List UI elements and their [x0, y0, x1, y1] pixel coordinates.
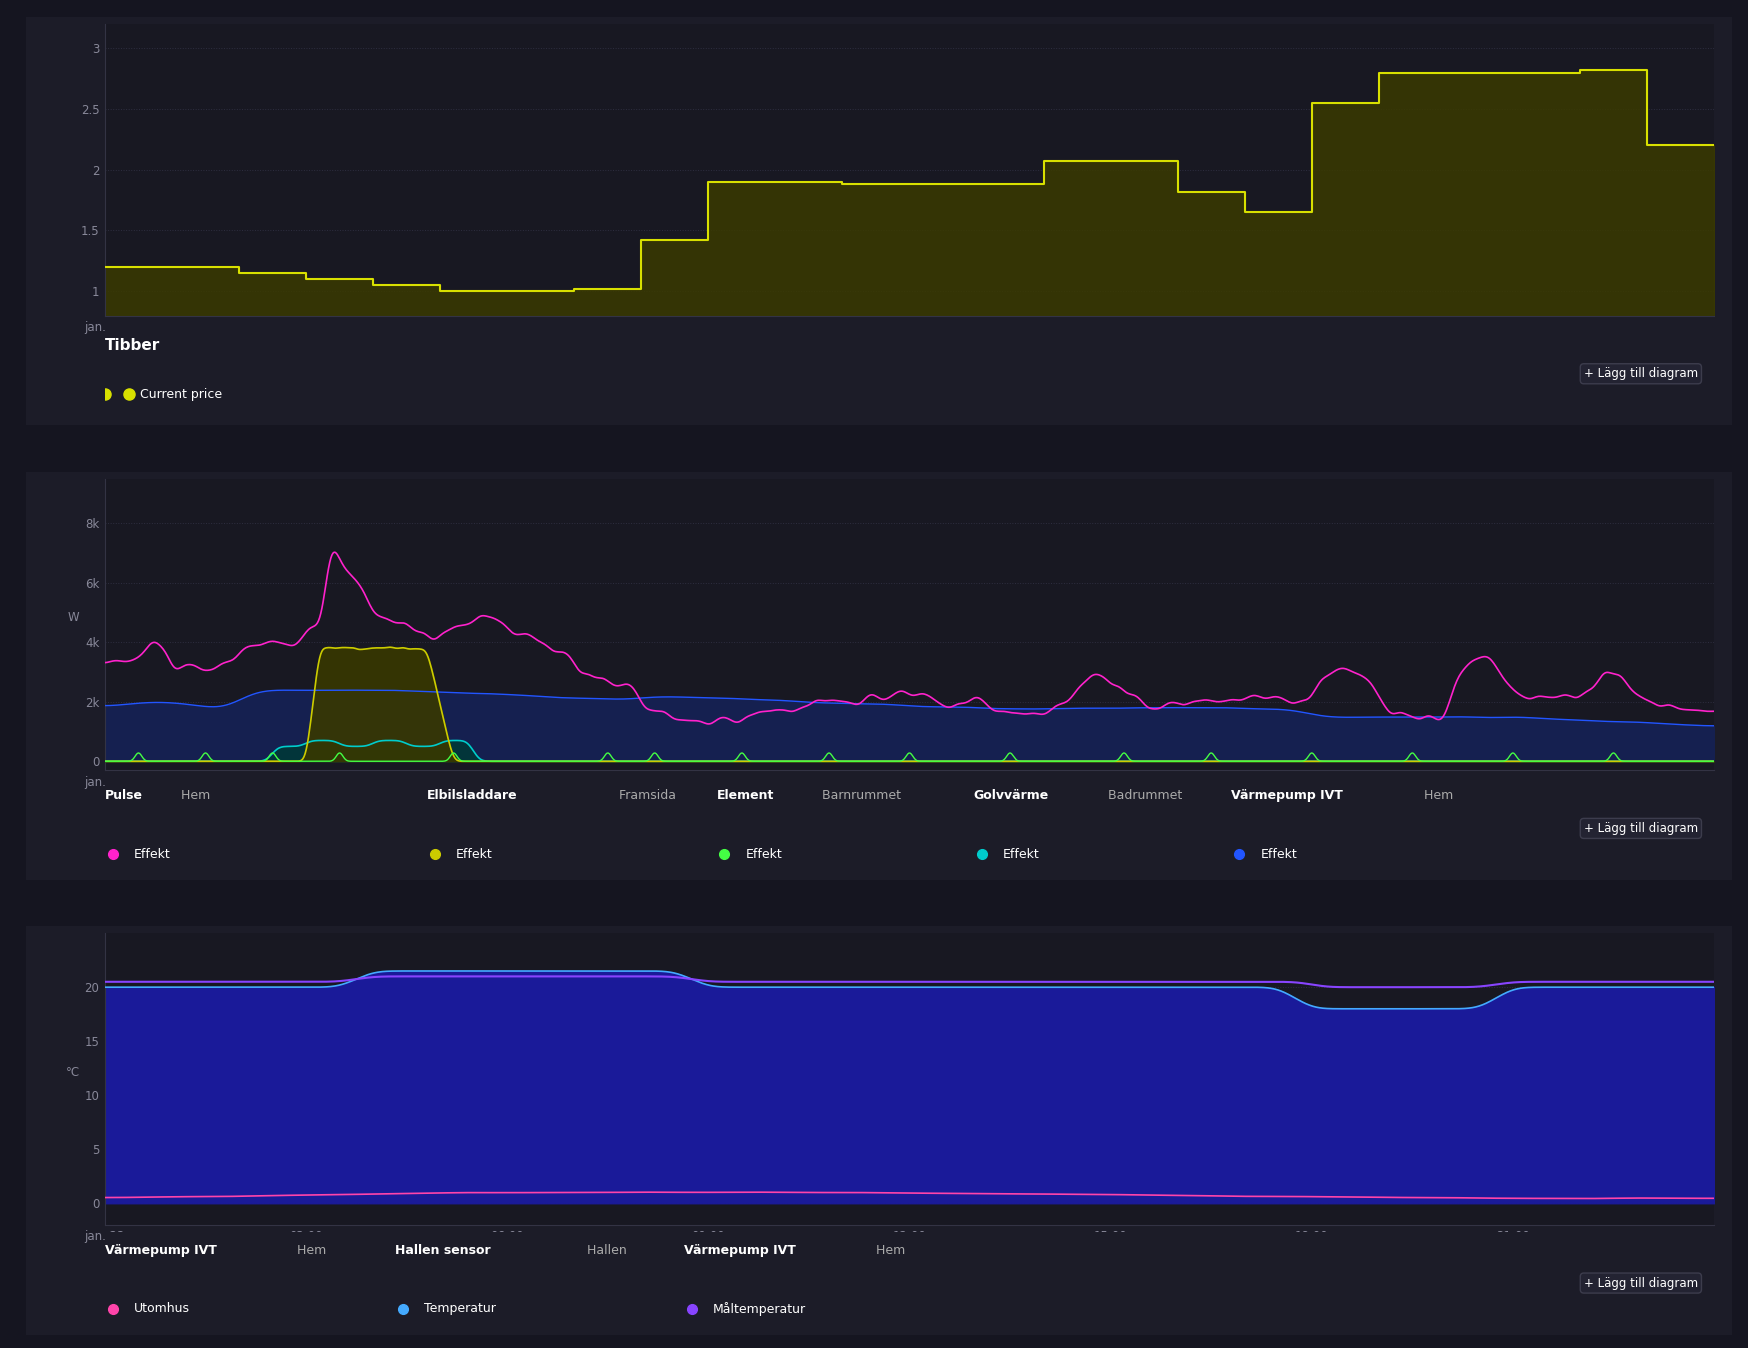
Text: Temperatur: Temperatur [423, 1302, 495, 1316]
Text: Current price: Current price [140, 388, 222, 400]
Text: Hem: Hem [872, 1244, 905, 1256]
Text: Tibber: Tibber [105, 338, 161, 353]
Text: Elbilsladdare: Elbilsladdare [427, 790, 517, 802]
Text: Hem: Hem [294, 1244, 327, 1256]
Text: Effekt: Effekt [745, 848, 781, 860]
Text: Golvvärme: Golvvärme [974, 790, 1049, 802]
Text: Framsida: Framsida [615, 790, 676, 802]
Text: + Lägg till diagram: + Lägg till diagram [1584, 367, 1697, 380]
Text: Effekt: Effekt [456, 848, 493, 860]
Text: Värmepump IVT: Värmepump IVT [683, 1244, 795, 1256]
Text: Badrummet: Badrummet [1103, 790, 1182, 802]
Text: Värmepump IVT: Värmepump IVT [1231, 790, 1342, 802]
Text: Värmepump IVT: Värmepump IVT [105, 1244, 217, 1256]
Y-axis label: °C: °C [66, 1066, 80, 1078]
Text: Måltemperatur: Måltemperatur [713, 1302, 806, 1316]
Text: Element: Element [717, 790, 773, 802]
Text: Utomhus: Utomhus [135, 1302, 191, 1316]
Text: Pulse: Pulse [105, 790, 143, 802]
Text: Hem: Hem [177, 790, 210, 802]
Text: Effekt: Effekt [1260, 848, 1297, 860]
Text: Hem: Hem [1419, 790, 1453, 802]
Text: Barnrummet: Barnrummet [818, 790, 900, 802]
Y-axis label: W: W [68, 612, 80, 624]
Text: Hallen sensor: Hallen sensor [395, 1244, 489, 1256]
Text: Effekt: Effekt [1002, 848, 1038, 860]
Text: + Lägg till diagram: + Lägg till diagram [1584, 822, 1697, 834]
Text: Hallen: Hallen [582, 1244, 626, 1256]
Text: Effekt: Effekt [135, 848, 171, 860]
Text: + Lägg till diagram: + Lägg till diagram [1584, 1277, 1697, 1290]
